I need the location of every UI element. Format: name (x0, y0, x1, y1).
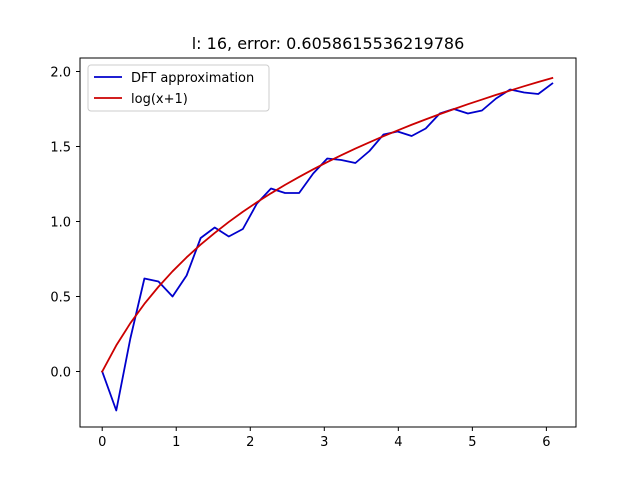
x-tick-label: 2 (246, 435, 254, 450)
series-line-1 (100, 76, 554, 373)
y-tick-label: 1.0 (50, 216, 71, 231)
x-tick-label: 4 (394, 435, 402, 450)
axes-frame (79, 57, 577, 428)
y-tick-label: 1.5 (50, 141, 71, 156)
x-tick-label: 6 (542, 435, 550, 450)
x-tick-label: 0 (98, 435, 106, 450)
y-tick-label: 0.5 (50, 291, 71, 306)
series-line-0 (101, 82, 554, 412)
chart-title: l: 16, error: 0.6058615536219786 (192, 34, 465, 53)
legend-box (87, 64, 270, 112)
y-tick-label: 2.0 (50, 66, 71, 81)
legend-label-0: DFT approximation (131, 71, 254, 86)
legend: DFT approximation log(x+1) (87, 64, 270, 112)
y-tick-label: 0.0 (50, 366, 71, 381)
x-tick-label: 5 (468, 435, 476, 450)
plot-area: 0 1 2 3 4 5 6 0.0 0.5 1.0 1.5 2.0 DFT approximation l… (50, 57, 577, 450)
x-tick-label: 3 (320, 435, 328, 450)
x-tick-label: 1 (172, 435, 180, 450)
legend-label-1: log(x+1) (131, 92, 188, 107)
